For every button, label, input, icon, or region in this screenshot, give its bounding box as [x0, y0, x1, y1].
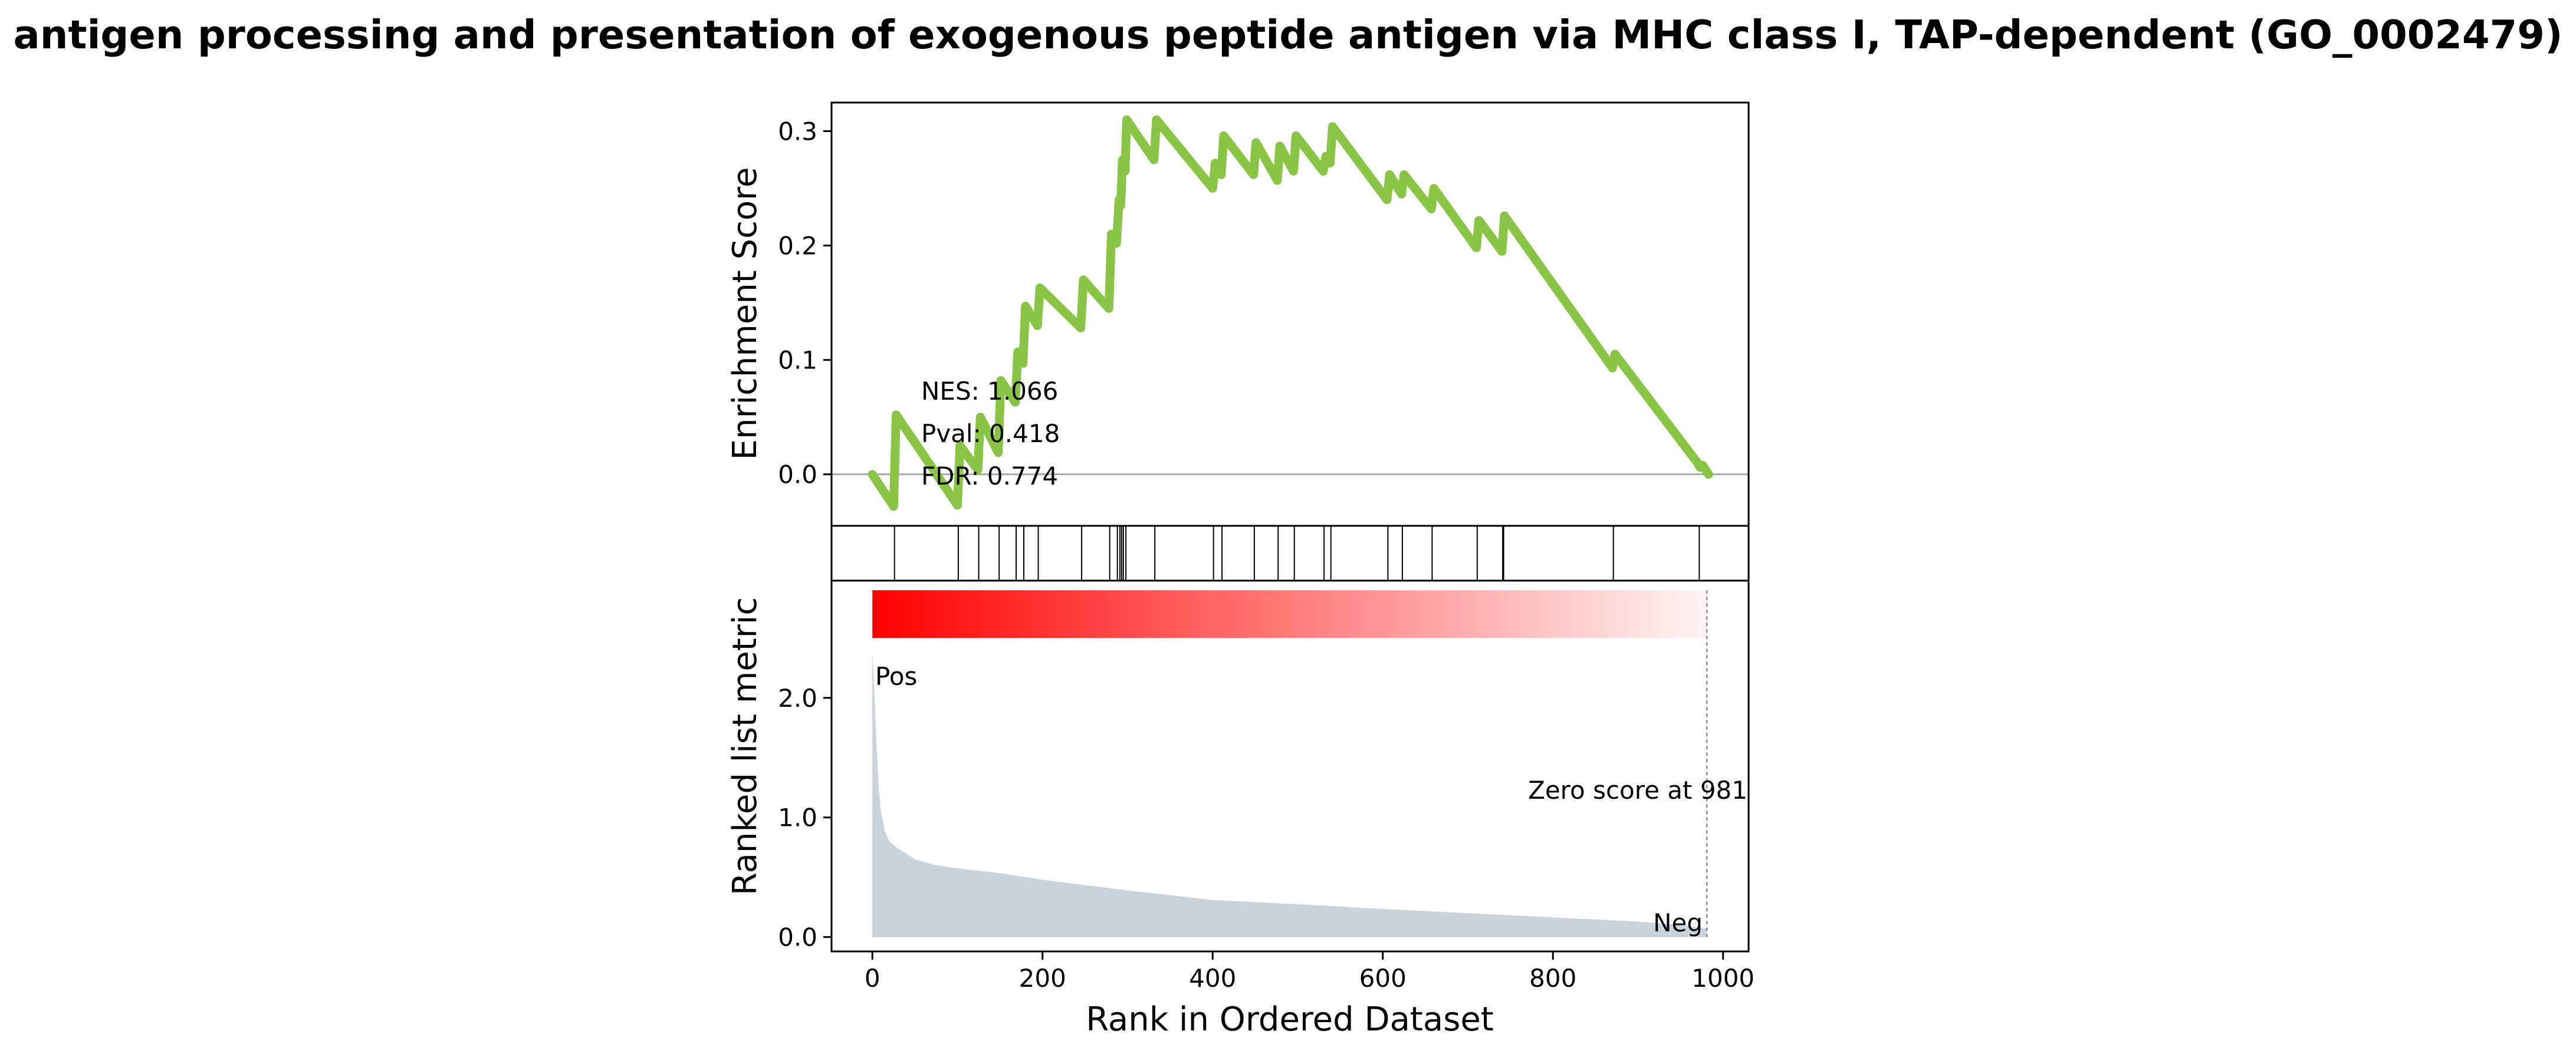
- enrichment-score-line: [868, 115, 1713, 511]
- x-axis-label: Rank in Ordered Dataset: [1086, 1000, 1494, 1039]
- ranked-metric-panel: 0.0 1.0 2.0 Ranked list metric Pos Neg Zer…: [726, 579, 1754, 1039]
- enrichment-y-tick-label: 0.2: [778, 232, 817, 261]
- x-tick-label: 800: [1529, 964, 1576, 993]
- pos-label: Pos: [875, 662, 917, 691]
- ranked-metric-y-ticks: 0.0 1.0 2.0: [778, 684, 832, 952]
- ranked-metric-area: [872, 652, 1707, 937]
- x-tick-label: 600: [1359, 964, 1407, 993]
- enrichment-panel: 0.0 0.1 0.2 0.3 Enrichment Score NES: 1.066…: [726, 101, 1750, 527]
- nes-annotation: NES: 1.066: [921, 377, 1058, 406]
- x-tick-label: 1000: [1691, 964, 1754, 993]
- pval-annotation: Pval: 0.418: [921, 419, 1060, 448]
- zero-score-annotation: Zero score at 981: [1528, 776, 1747, 805]
- enrichment-y-ticks: 0.0 0.1 0.2 0.3: [778, 117, 832, 489]
- enrichment-y-axis-label: Enrichment Score: [726, 167, 764, 460]
- ranked-metric-y-tick-label: 0.0: [778, 923, 817, 952]
- neg-label: Neg: [1653, 908, 1703, 937]
- fdr-annotation: FDR: 0.774: [921, 462, 1058, 490]
- ranked-metric-y-tick-label: 1.0: [778, 803, 817, 832]
- rank-color-gradient-bar: [872, 590, 1707, 638]
- enrichment-y-tick-label: 0.1: [778, 346, 817, 375]
- enrichment-y-tick-label: 0.0: [778, 460, 817, 489]
- ranked-metric-y-tick-label: 2.0: [778, 684, 817, 713]
- gene-hit-markers: [893, 526, 1700, 581]
- chart-title: antigen processing and presentation of e…: [14, 12, 2563, 58]
- hits-plot-frame: [830, 525, 1750, 582]
- x-axis-ticks: 0 200 400 600 800 1000: [865, 951, 1754, 993]
- x-tick-label: 0: [865, 964, 880, 993]
- ranked-metric-y-axis-label: Ranked list metric: [726, 597, 764, 895]
- x-tick-label: 400: [1189, 964, 1236, 993]
- x-tick-label: 200: [1019, 964, 1066, 993]
- ranked-metric-plot-frame: [830, 579, 1750, 953]
- hits-panel: [830, 525, 1750, 582]
- enrichment-y-tick-label: 0.3: [778, 117, 817, 146]
